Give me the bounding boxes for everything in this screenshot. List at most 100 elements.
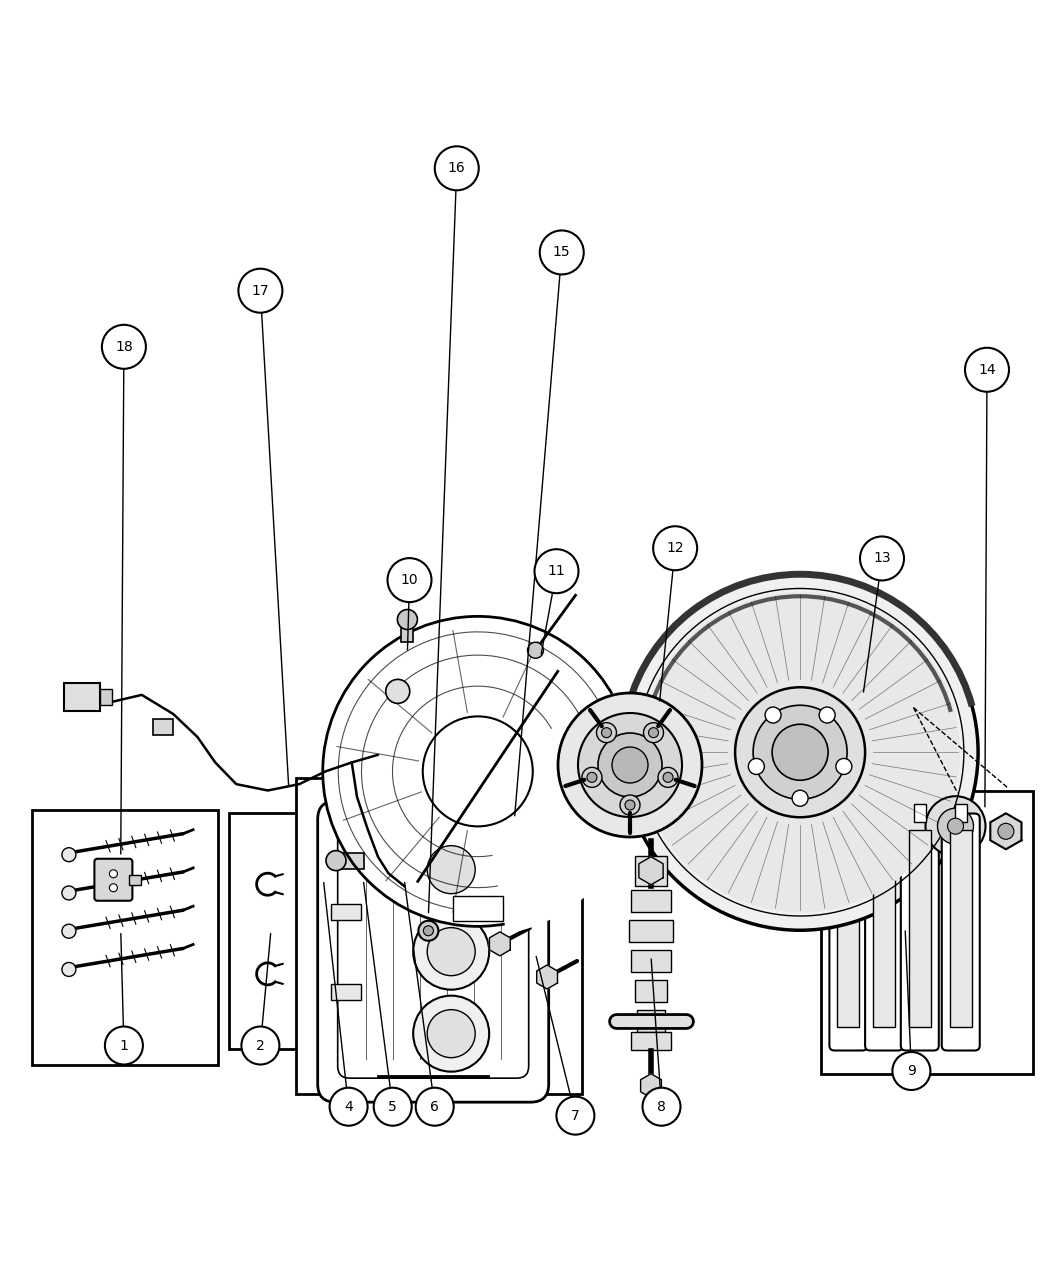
Circle shape — [427, 1010, 476, 1058]
Bar — [229, 813, 315, 1049]
Circle shape — [423, 717, 532, 826]
Circle shape — [62, 963, 76, 977]
Text: 12: 12 — [667, 542, 684, 555]
Circle shape — [416, 1088, 454, 1126]
Circle shape — [385, 680, 410, 704]
Text: 13: 13 — [874, 552, 890, 565]
Bar — [331, 904, 361, 919]
Bar — [914, 803, 926, 821]
FancyBboxPatch shape — [830, 813, 867, 1051]
Circle shape — [663, 773, 673, 783]
Polygon shape — [489, 932, 510, 956]
Circle shape — [102, 325, 146, 368]
Text: 2: 2 — [256, 1039, 265, 1052]
Circle shape — [860, 537, 904, 580]
Circle shape — [753, 705, 847, 799]
Polygon shape — [537, 965, 558, 989]
Polygon shape — [640, 1074, 662, 1098]
Circle shape — [620, 796, 640, 815]
Circle shape — [556, 1096, 594, 1135]
Circle shape — [947, 819, 964, 834]
Circle shape — [238, 269, 282, 312]
FancyBboxPatch shape — [338, 825, 529, 1079]
Circle shape — [612, 747, 648, 783]
Circle shape — [587, 773, 597, 783]
Text: 17: 17 — [252, 284, 269, 297]
Circle shape — [418, 921, 439, 941]
Circle shape — [578, 713, 682, 817]
Text: 16: 16 — [448, 162, 465, 175]
Text: 5: 5 — [388, 1100, 397, 1113]
Text: 8: 8 — [657, 1100, 666, 1113]
Circle shape — [414, 996, 489, 1072]
Circle shape — [540, 231, 584, 274]
FancyBboxPatch shape — [901, 813, 939, 1051]
Bar — [129, 875, 142, 885]
Bar — [296, 778, 582, 1094]
Circle shape — [435, 147, 479, 190]
Circle shape — [62, 886, 76, 900]
Circle shape — [397, 609, 418, 630]
Circle shape — [836, 759, 852, 774]
Bar — [821, 790, 1033, 1074]
Bar — [453, 896, 503, 922]
Circle shape — [527, 643, 544, 658]
Circle shape — [643, 1088, 680, 1126]
Circle shape — [772, 724, 828, 780]
Circle shape — [925, 796, 986, 857]
Bar — [954, 803, 967, 821]
Circle shape — [582, 768, 602, 788]
Circle shape — [792, 790, 809, 806]
Text: 7: 7 — [571, 1109, 580, 1122]
Circle shape — [598, 733, 662, 797]
Circle shape — [322, 616, 633, 927]
Circle shape — [109, 884, 118, 891]
Bar — [32, 810, 218, 1065]
Circle shape — [596, 723, 616, 742]
Circle shape — [625, 799, 635, 810]
Bar — [842, 803, 855, 821]
Wedge shape — [478, 688, 643, 933]
Bar — [401, 620, 414, 641]
Circle shape — [423, 926, 434, 936]
Bar — [336, 853, 364, 868]
Circle shape — [242, 1026, 279, 1065]
Bar — [878, 803, 890, 821]
Text: 4: 4 — [344, 1100, 353, 1113]
FancyBboxPatch shape — [94, 859, 132, 900]
Circle shape — [374, 1088, 412, 1126]
Circle shape — [62, 924, 76, 938]
Circle shape — [658, 768, 678, 788]
Circle shape — [427, 845, 476, 894]
Bar — [635, 856, 667, 886]
Circle shape — [749, 759, 764, 774]
Circle shape — [558, 694, 702, 836]
Bar — [637, 1010, 665, 1031]
Bar — [100, 688, 112, 705]
Circle shape — [602, 728, 611, 738]
Circle shape — [62, 848, 76, 862]
Bar — [152, 719, 173, 734]
Circle shape — [965, 348, 1009, 391]
Text: 15: 15 — [553, 246, 570, 259]
Circle shape — [892, 1052, 930, 1090]
Circle shape — [649, 728, 658, 738]
Bar — [874, 830, 895, 1028]
Circle shape — [387, 558, 432, 602]
Circle shape — [427, 928, 476, 975]
Circle shape — [326, 850, 346, 871]
Circle shape — [640, 593, 960, 912]
Polygon shape — [638, 857, 664, 885]
Bar — [631, 890, 671, 912]
Bar — [909, 830, 930, 1028]
Bar — [629, 919, 673, 942]
Text: 6: 6 — [430, 1100, 439, 1113]
Circle shape — [998, 824, 1014, 839]
FancyBboxPatch shape — [318, 801, 549, 1102]
Circle shape — [414, 914, 489, 989]
Bar — [838, 830, 859, 1028]
Circle shape — [330, 1088, 367, 1126]
Text: 10: 10 — [401, 574, 418, 586]
Text: 1: 1 — [120, 1039, 128, 1052]
FancyBboxPatch shape — [942, 813, 980, 1051]
